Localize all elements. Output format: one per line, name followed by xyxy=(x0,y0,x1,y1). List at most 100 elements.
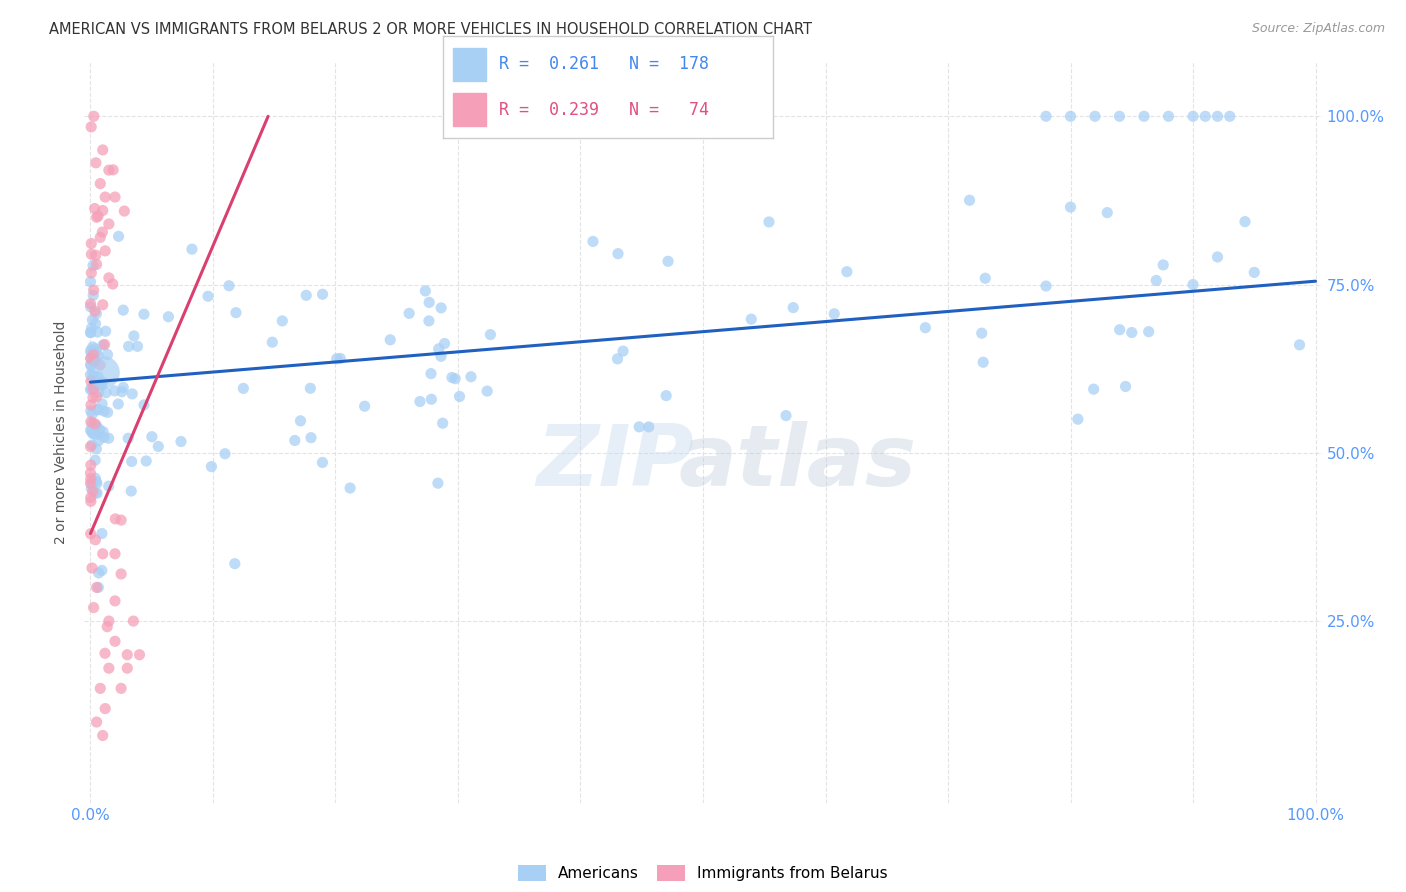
Point xyxy=(90,526,112,541)
Point xyxy=(89,177,111,191)
Point xyxy=(93,430,115,444)
Point xyxy=(79,326,101,340)
Point xyxy=(295,288,318,302)
Text: AMERICAN VS IMMIGRANTS FROM BELARUS 2 OR MORE VEHICLES IN HOUSEHOLD CORRELATION : AMERICAN VS IMMIGRANTS FROM BELARUS 2 OR… xyxy=(49,22,813,37)
Point xyxy=(83,600,105,615)
Point xyxy=(970,326,993,341)
Point xyxy=(782,301,804,315)
Point xyxy=(90,378,112,392)
Point xyxy=(79,440,101,454)
Point xyxy=(1182,109,1205,123)
Point xyxy=(427,342,450,356)
Point xyxy=(96,348,118,362)
Point xyxy=(110,566,132,581)
Point xyxy=(740,312,762,326)
Point xyxy=(84,379,107,393)
Point xyxy=(97,270,120,285)
Point xyxy=(115,661,138,675)
Point xyxy=(79,326,101,340)
Point xyxy=(82,426,104,441)
Point xyxy=(80,438,103,452)
Point xyxy=(121,387,143,401)
Point xyxy=(101,162,124,177)
Point xyxy=(200,459,222,474)
Text: ZIP: ZIP xyxy=(536,421,693,504)
Point xyxy=(141,430,163,444)
Point xyxy=(1035,279,1057,293)
Point xyxy=(157,310,180,324)
Point xyxy=(444,372,467,386)
Point xyxy=(87,349,110,363)
Point xyxy=(80,266,103,280)
Point xyxy=(84,475,107,489)
Point xyxy=(80,494,103,508)
Point xyxy=(87,369,110,384)
Point xyxy=(86,403,108,417)
Point xyxy=(415,284,437,298)
Point xyxy=(582,235,605,249)
Point xyxy=(91,225,114,239)
Point xyxy=(97,217,120,231)
Point xyxy=(284,434,307,448)
Point xyxy=(87,581,110,595)
Point xyxy=(409,394,432,409)
Point xyxy=(91,203,114,218)
Point xyxy=(83,426,105,441)
Point xyxy=(93,337,115,351)
Point xyxy=(97,479,120,493)
Point xyxy=(83,354,105,368)
Point xyxy=(84,156,107,170)
Point xyxy=(440,370,463,384)
Point xyxy=(170,434,193,449)
Point xyxy=(82,407,104,421)
Point xyxy=(110,681,132,696)
Point xyxy=(181,242,204,256)
Point xyxy=(353,399,375,413)
Point xyxy=(91,365,114,379)
Point xyxy=(1206,109,1229,123)
Point xyxy=(80,425,103,439)
Point xyxy=(1059,109,1081,123)
Point xyxy=(120,484,142,499)
Point xyxy=(655,389,678,403)
Text: R =  0.239   N =   74: R = 0.239 N = 74 xyxy=(499,101,709,119)
Point xyxy=(89,230,111,244)
Point xyxy=(339,481,361,495)
Point xyxy=(79,526,101,541)
Point xyxy=(972,355,994,369)
Point xyxy=(135,454,157,468)
Point xyxy=(86,714,108,729)
Point xyxy=(418,314,440,328)
Point xyxy=(84,471,107,485)
Point xyxy=(117,339,139,353)
Point xyxy=(80,404,103,418)
Point xyxy=(83,304,105,318)
Point xyxy=(79,476,101,491)
Point xyxy=(426,476,449,491)
Point xyxy=(91,729,114,743)
Text: Source: ZipAtlas.com: Source: ZipAtlas.com xyxy=(1251,22,1385,36)
Point xyxy=(107,229,129,244)
Point xyxy=(84,453,107,467)
Point xyxy=(214,447,236,461)
Point xyxy=(83,109,105,123)
Point xyxy=(80,482,103,496)
Point xyxy=(86,390,108,404)
Point xyxy=(1115,379,1137,393)
Point xyxy=(84,317,107,331)
Point xyxy=(128,648,150,662)
Point xyxy=(122,329,145,343)
Point xyxy=(132,398,155,412)
Point xyxy=(84,248,107,262)
Point xyxy=(1059,200,1081,214)
Point xyxy=(83,283,105,297)
Point xyxy=(80,398,103,412)
Point xyxy=(1288,338,1310,352)
Point xyxy=(86,325,108,339)
Point xyxy=(84,354,107,368)
Point xyxy=(84,419,107,434)
Point xyxy=(398,306,420,320)
Point xyxy=(914,320,936,334)
Point xyxy=(87,402,110,417)
Point xyxy=(290,414,312,428)
